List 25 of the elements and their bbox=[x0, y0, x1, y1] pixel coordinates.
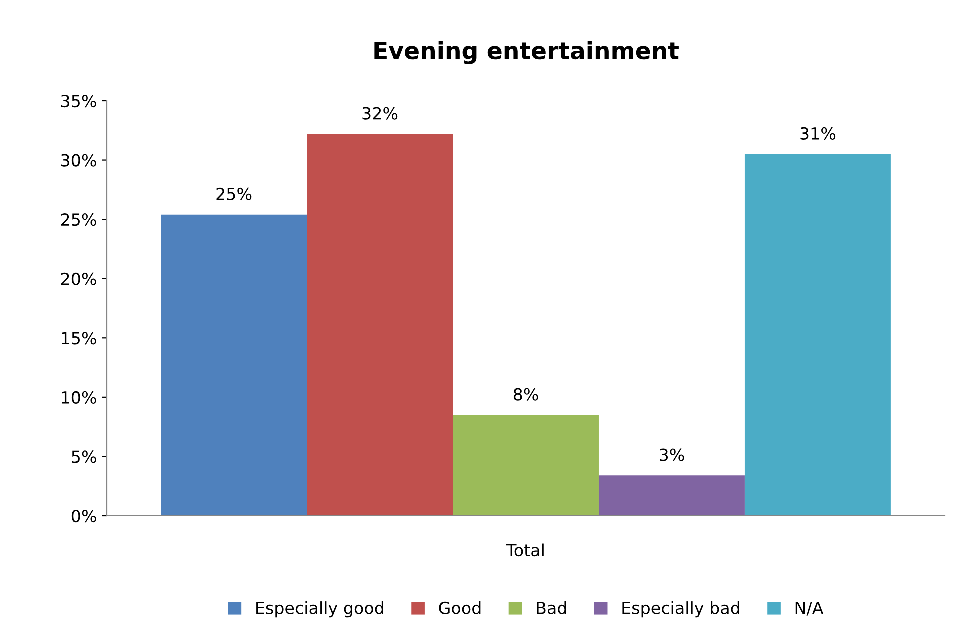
x-tick-label: Total bbox=[506, 544, 544, 557]
legend-label: Good bbox=[439, 602, 481, 614]
y-tick-label: 15% bbox=[62, 332, 96, 345]
data-label: 25% bbox=[216, 188, 252, 200]
y-tick-label: 10% bbox=[62, 391, 96, 404]
data-label: 8% bbox=[514, 388, 538, 401]
y-tick-label: 35% bbox=[62, 94, 96, 108]
data-label: 31% bbox=[800, 127, 836, 140]
y-tick-label: 0% bbox=[72, 510, 96, 523]
bar bbox=[598, 476, 745, 516]
data-label: 32% bbox=[362, 107, 398, 120]
chart-title: Evening entertainment bbox=[374, 41, 679, 64]
bar bbox=[161, 214, 308, 516]
bar bbox=[453, 415, 599, 516]
y-tick-label: 5% bbox=[72, 450, 96, 464]
bar bbox=[744, 154, 891, 516]
y-tick-label: 25% bbox=[61, 214, 96, 226]
bar bbox=[307, 134, 454, 516]
legend-label: Bad bbox=[537, 602, 566, 614]
y-tick-label: 30% bbox=[62, 154, 96, 167]
data-label: 3% bbox=[660, 448, 684, 462]
y-tick-label: 20% bbox=[61, 272, 96, 286]
legend-label: N/A bbox=[796, 602, 824, 616]
legend-label: Especially bad bbox=[622, 602, 740, 618]
legend-label: Especially good bbox=[256, 602, 384, 618]
